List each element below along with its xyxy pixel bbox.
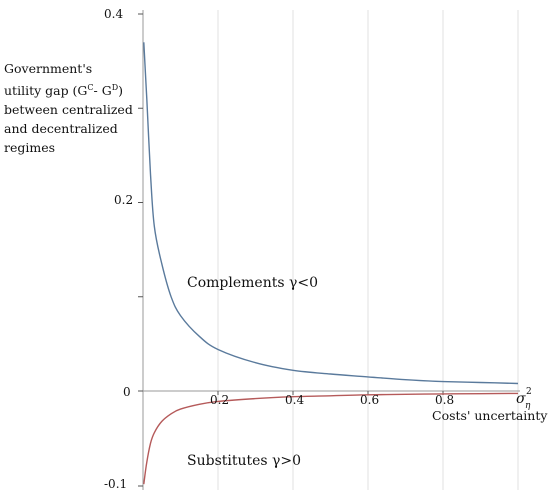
y-axis-title-line1: Government's (4, 61, 93, 76)
y-title-sup-c: C (87, 83, 94, 92)
y-title-part1: utility gap (G (4, 83, 88, 98)
y-tick-label-0.4: 0.4 (104, 7, 123, 21)
y-title-part3: ) (118, 83, 124, 98)
y-axis-title-line4: and decentralized (4, 121, 118, 136)
y-tick-label--0.1: -0.1 (104, 477, 127, 491)
y-title-sup-d: D (111, 83, 119, 92)
x-axis-symbol-sigma: σ (516, 391, 526, 407)
y-axis-title-line5: regimes (4, 140, 56, 155)
x-tick-label-0.8: 0.8 (435, 393, 454, 407)
axes (138, 10, 520, 490)
y-axis-title-line2: utility gap (GC- GD) (4, 78, 134, 100)
x-tick-label-0.6: 0.6 (360, 393, 379, 407)
x-axis-symbol-sup: 2 (526, 387, 532, 397)
series-label-substitutes: Substitutes γ>0 (187, 453, 301, 469)
vertical-gridlines (217, 10, 519, 490)
series-line-substitutes (143, 392, 519, 485)
x-tick-label-0.4: 0.4 (285, 393, 304, 407)
x-axis-symbol-sub: η (525, 401, 531, 411)
series-lines (143, 42, 519, 485)
y-axis-title-line3: between centralized (4, 102, 133, 117)
y-title-part2: - G (93, 83, 112, 98)
y-tick-label-0: 0 (123, 385, 131, 399)
y-axis-title: Government's utility gap (GC- GD) betwee… (4, 59, 134, 157)
x-axis-title: Costs' uncertainty (432, 408, 548, 423)
series-line-complements (143, 42, 519, 385)
x-axis-symbol: σ η 2 (516, 387, 532, 411)
series-label-complements: Complements γ<0 (187, 275, 318, 291)
y-tick-label-0.2: 0.2 (114, 193, 133, 207)
axis-labels: 0.4 0.2 0 -0.1 0.2 0.4 0.6 0.8 (104, 7, 454, 491)
x-tick-label-0.2: 0.2 (210, 393, 229, 407)
